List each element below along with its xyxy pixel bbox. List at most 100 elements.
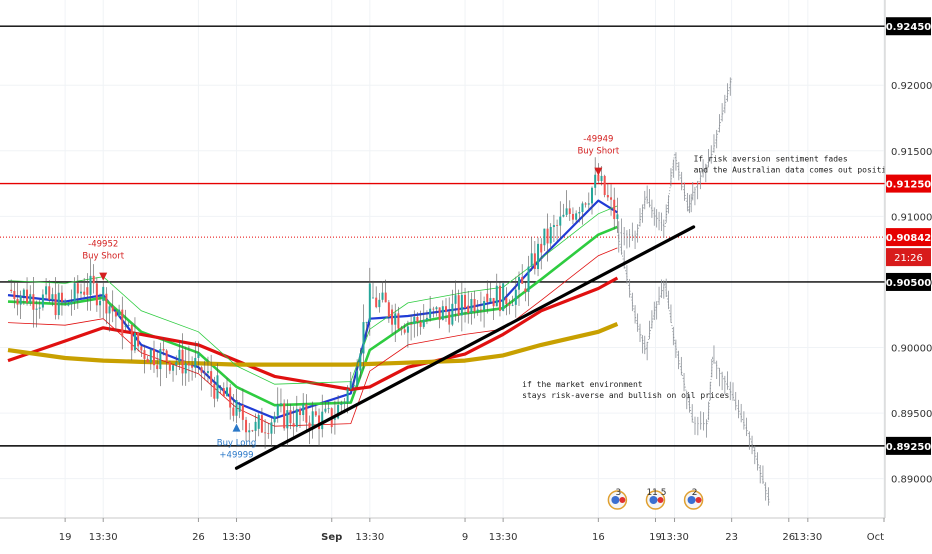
candle — [73, 283, 76, 302]
support-trendline[interactable] — [234, 225, 696, 470]
event-count: 3 — [616, 488, 622, 498]
price-tag — [886, 436, 931, 455]
candle — [216, 375, 219, 399]
candle — [54, 294, 57, 316]
candle — [508, 304, 511, 306]
event-flag-icon — [619, 497, 626, 503]
candle — [591, 187, 593, 204]
candle — [613, 199, 616, 220]
candle — [48, 286, 51, 300]
candle — [368, 283, 371, 322]
candle — [267, 433, 270, 434]
x-tick-label: 13:30 — [89, 532, 118, 543]
candle — [314, 411, 317, 416]
x-tick-label: 19 — [59, 532, 72, 543]
x-tick-label: 19 — [649, 532, 662, 543]
candle — [121, 309, 124, 337]
candle — [346, 389, 349, 403]
candle — [13, 290, 16, 299]
candle — [26, 289, 29, 303]
candle — [60, 292, 63, 302]
price-tag — [886, 174, 931, 193]
candle — [111, 306, 114, 312]
candle — [435, 307, 438, 310]
candle — [305, 404, 308, 423]
candle — [238, 405, 241, 412]
price-tag-label: 0.89250 — [886, 442, 932, 453]
candle — [194, 357, 197, 368]
annotation-line: and the Australian data comes out positi… — [694, 165, 896, 174]
candle — [559, 216, 562, 226]
candle — [356, 370, 359, 386]
candle — [289, 410, 292, 424]
candle — [492, 298, 495, 307]
candle — [67, 303, 70, 306]
trendline[interactable] — [234, 225, 696, 470]
candle — [340, 403, 343, 405]
candle — [124, 325, 127, 327]
y-tick-label: 0.89000 — [891, 475, 932, 486]
candle — [394, 313, 397, 325]
candle — [486, 293, 489, 302]
price-tag-label: 0.91250 — [886, 180, 932, 191]
candle — [479, 309, 482, 311]
event-flag-icon — [649, 496, 658, 504]
candle — [229, 387, 232, 408]
buy-arrow — [232, 423, 241, 432]
price-tag-label: 0.90500 — [886, 278, 932, 289]
candle — [610, 197, 613, 200]
candle — [587, 203, 590, 205]
countdown-tag — [886, 248, 931, 267]
candle — [318, 415, 321, 430]
candle — [546, 228, 549, 244]
candle — [438, 307, 441, 320]
candle — [251, 430, 254, 432]
candle — [232, 407, 235, 416]
candle — [483, 301, 486, 311]
x-tick-label: Oct — [867, 532, 884, 543]
candle — [521, 277, 524, 284]
candle — [495, 285, 498, 307]
candle — [45, 286, 48, 295]
sell-arrow — [99, 272, 108, 281]
candle — [457, 295, 460, 316]
candle — [533, 253, 536, 270]
trade-signals: -49952 Buy Short Buy Long +49999 -49949 Buy S… — [82, 135, 620, 461]
candle — [502, 283, 505, 311]
y-tick-label: 0.89500 — [891, 409, 932, 420]
candle — [416, 316, 419, 322]
candle — [375, 297, 378, 308]
candle — [518, 277, 520, 290]
candle — [387, 302, 390, 317]
candle — [391, 309, 394, 325]
signal-value: -49949 — [583, 135, 613, 145]
candle — [86, 287, 89, 295]
candle — [140, 346, 143, 351]
time-axis[interactable] — [0, 518, 885, 550]
candle — [530, 253, 533, 267]
candle — [235, 400, 238, 416]
candle — [321, 411, 324, 430]
candle — [245, 419, 248, 433]
candle — [191, 365, 194, 368]
candle — [159, 348, 162, 370]
candle — [552, 225, 555, 228]
candle — [222, 388, 225, 397]
candle — [286, 410, 289, 429]
candle — [403, 329, 406, 333]
candle — [130, 324, 133, 351]
horizontal-levels — [0, 25, 885, 447]
candle — [108, 306, 111, 314]
price-tag — [886, 228, 931, 247]
candle — [210, 371, 213, 384]
annotations: If risk aversion sentiment fades and the … — [522, 154, 896, 400]
candle — [359, 353, 362, 371]
event-flag-icon — [695, 497, 702, 503]
annotation-line: if the market environment — [522, 380, 643, 389]
plot-area[interactable] — [0, 0, 885, 518]
candle — [514, 289, 517, 305]
x-tick-label: 13:30 — [660, 532, 689, 543]
candle — [29, 294, 32, 303]
